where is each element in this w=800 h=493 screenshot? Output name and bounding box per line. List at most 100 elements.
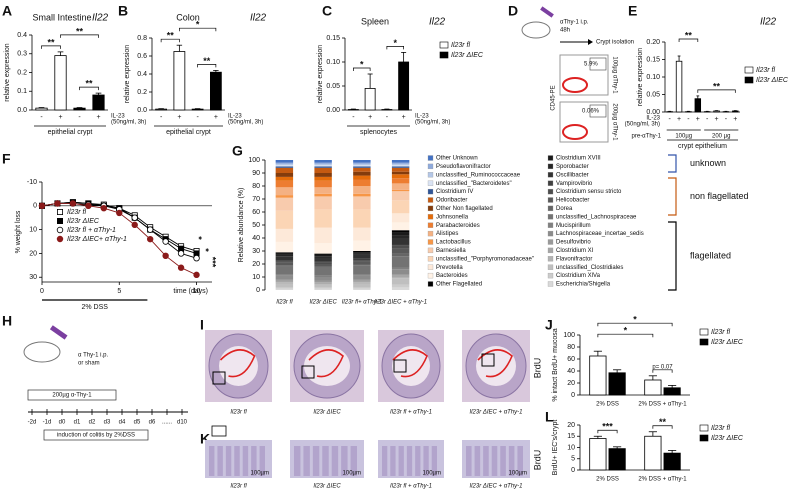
bar-segment <box>353 283 371 288</box>
bar <box>54 55 67 111</box>
legend-swatch <box>427 205 434 212</box>
bar-segment <box>391 253 410 257</box>
bar <box>644 379 662 396</box>
x-tick-label: - <box>160 114 163 121</box>
bar-segment <box>353 274 371 276</box>
axis-label: CD45-PE <box>551 85 557 110</box>
bar-segment <box>353 264 371 266</box>
bar-segment <box>391 160 410 163</box>
bar-segment <box>391 232 410 236</box>
legend-swatch <box>427 222 434 228</box>
bar-segment <box>314 283 332 285</box>
bar-segment <box>314 166 332 168</box>
significance-label: *** <box>208 257 218 268</box>
bar-segment <box>391 230 410 233</box>
panel-letter: H <box>2 313 12 329</box>
bar-segment <box>314 173 332 177</box>
y-tick-label: 0.4 <box>137 71 147 78</box>
bar <box>173 51 186 111</box>
bar-segment <box>391 167 410 172</box>
y-tick-label: 0.05 <box>326 83 340 90</box>
x-tick-label: - <box>78 114 81 121</box>
bar-segment <box>391 174 410 179</box>
legend-label: Other Flagellated <box>436 282 482 288</box>
bar-segment <box>314 187 332 194</box>
injection-label: αThy-1 i.p. <box>560 20 589 26</box>
bar-segment <box>391 256 410 268</box>
bar-segment <box>314 160 332 163</box>
bar-segment <box>275 228 294 242</box>
y-tick-label: 0.20 <box>646 39 660 46</box>
y-tick-label: 80 <box>567 344 575 351</box>
legend-label: Il23r fl <box>756 67 776 74</box>
bar-segment <box>314 264 332 267</box>
bar-segment <box>353 282 371 284</box>
legend-label: Il23r fl + αThy-1 <box>67 227 116 234</box>
bar-segment <box>314 267 332 276</box>
bar-segment <box>353 166 371 168</box>
bar <box>73 107 86 111</box>
y-tick-label: 0.10 <box>326 59 340 66</box>
panel-d: D αThy-1 i.p. 48h Crypt isolation 5.9% 0… <box>508 3 634 143</box>
bar-segment <box>314 162 332 164</box>
bar-segment <box>275 173 294 177</box>
marker <box>69 200 77 207</box>
y-tick-label: 100 <box>563 332 575 339</box>
bar-segment <box>391 248 410 254</box>
y-axis-label: relative expression <box>4 43 11 101</box>
y-tick-label: 10 <box>29 226 37 233</box>
x-tick-label: - <box>669 116 672 123</box>
crypt <box>406 446 413 476</box>
x-tick-label: - <box>196 114 199 121</box>
bar-segment <box>275 275 294 280</box>
chart-title: Spleen <box>361 16 389 26</box>
y-tick-label: 15 <box>567 433 575 440</box>
bar-segment <box>353 186 371 194</box>
legend-label: Il23r ΔIEC <box>756 77 789 84</box>
marker <box>57 217 64 224</box>
legend-swatch <box>427 155 434 161</box>
y-tick-label: 0.00 <box>326 107 340 114</box>
significance-label: * <box>393 38 397 48</box>
brdu-staining <box>477 349 513 378</box>
bar <box>589 438 607 471</box>
legend-label: Bacteroides <box>436 273 468 279</box>
scale-label: 100µm <box>343 471 361 477</box>
dose-box <box>27 389 117 401</box>
group-bracket <box>668 221 677 291</box>
crypt <box>341 446 348 476</box>
group-bracket <box>668 177 677 216</box>
y-tick-label: 0.15 <box>646 56 660 63</box>
x-axis-label: time (days) <box>173 288 208 295</box>
crypt <box>322 446 329 476</box>
legend-label: Alistipes <box>436 231 458 237</box>
panel-letter: E <box>628 3 637 19</box>
bar-segment <box>275 165 294 167</box>
bar-segment <box>314 180 332 188</box>
y-tick-label: 0.6 <box>137 53 147 60</box>
legend-label: Clostridium IV <box>436 189 473 195</box>
x-tick-label: + <box>696 116 700 123</box>
bar-segment <box>275 197 294 211</box>
legend-label: Barnesiella <box>436 248 466 254</box>
bar-segment <box>275 210 294 229</box>
bar-segment <box>314 209 332 228</box>
significance-bracket <box>197 64 217 68</box>
bar-segment <box>314 256 332 258</box>
crypt <box>491 446 498 476</box>
bar-segment <box>275 280 294 283</box>
bar <box>398 61 410 111</box>
x-tick-label: + <box>58 114 62 121</box>
y-tick-label: 0.1 <box>17 88 27 95</box>
bar-segment <box>314 254 332 257</box>
timeline-label: d3 <box>104 420 111 426</box>
flow-plot <box>559 101 609 143</box>
legend-swatch <box>427 188 434 195</box>
legend-swatch <box>699 328 709 336</box>
bar-segment <box>353 196 371 210</box>
panel-letter: K <box>200 431 210 447</box>
timeline-label: d5 <box>134 420 141 426</box>
x-axis-label: epithelial crypt <box>166 129 211 136</box>
y-tick-label: 20 <box>567 422 575 429</box>
timeline-label: d1 <box>74 420 81 426</box>
